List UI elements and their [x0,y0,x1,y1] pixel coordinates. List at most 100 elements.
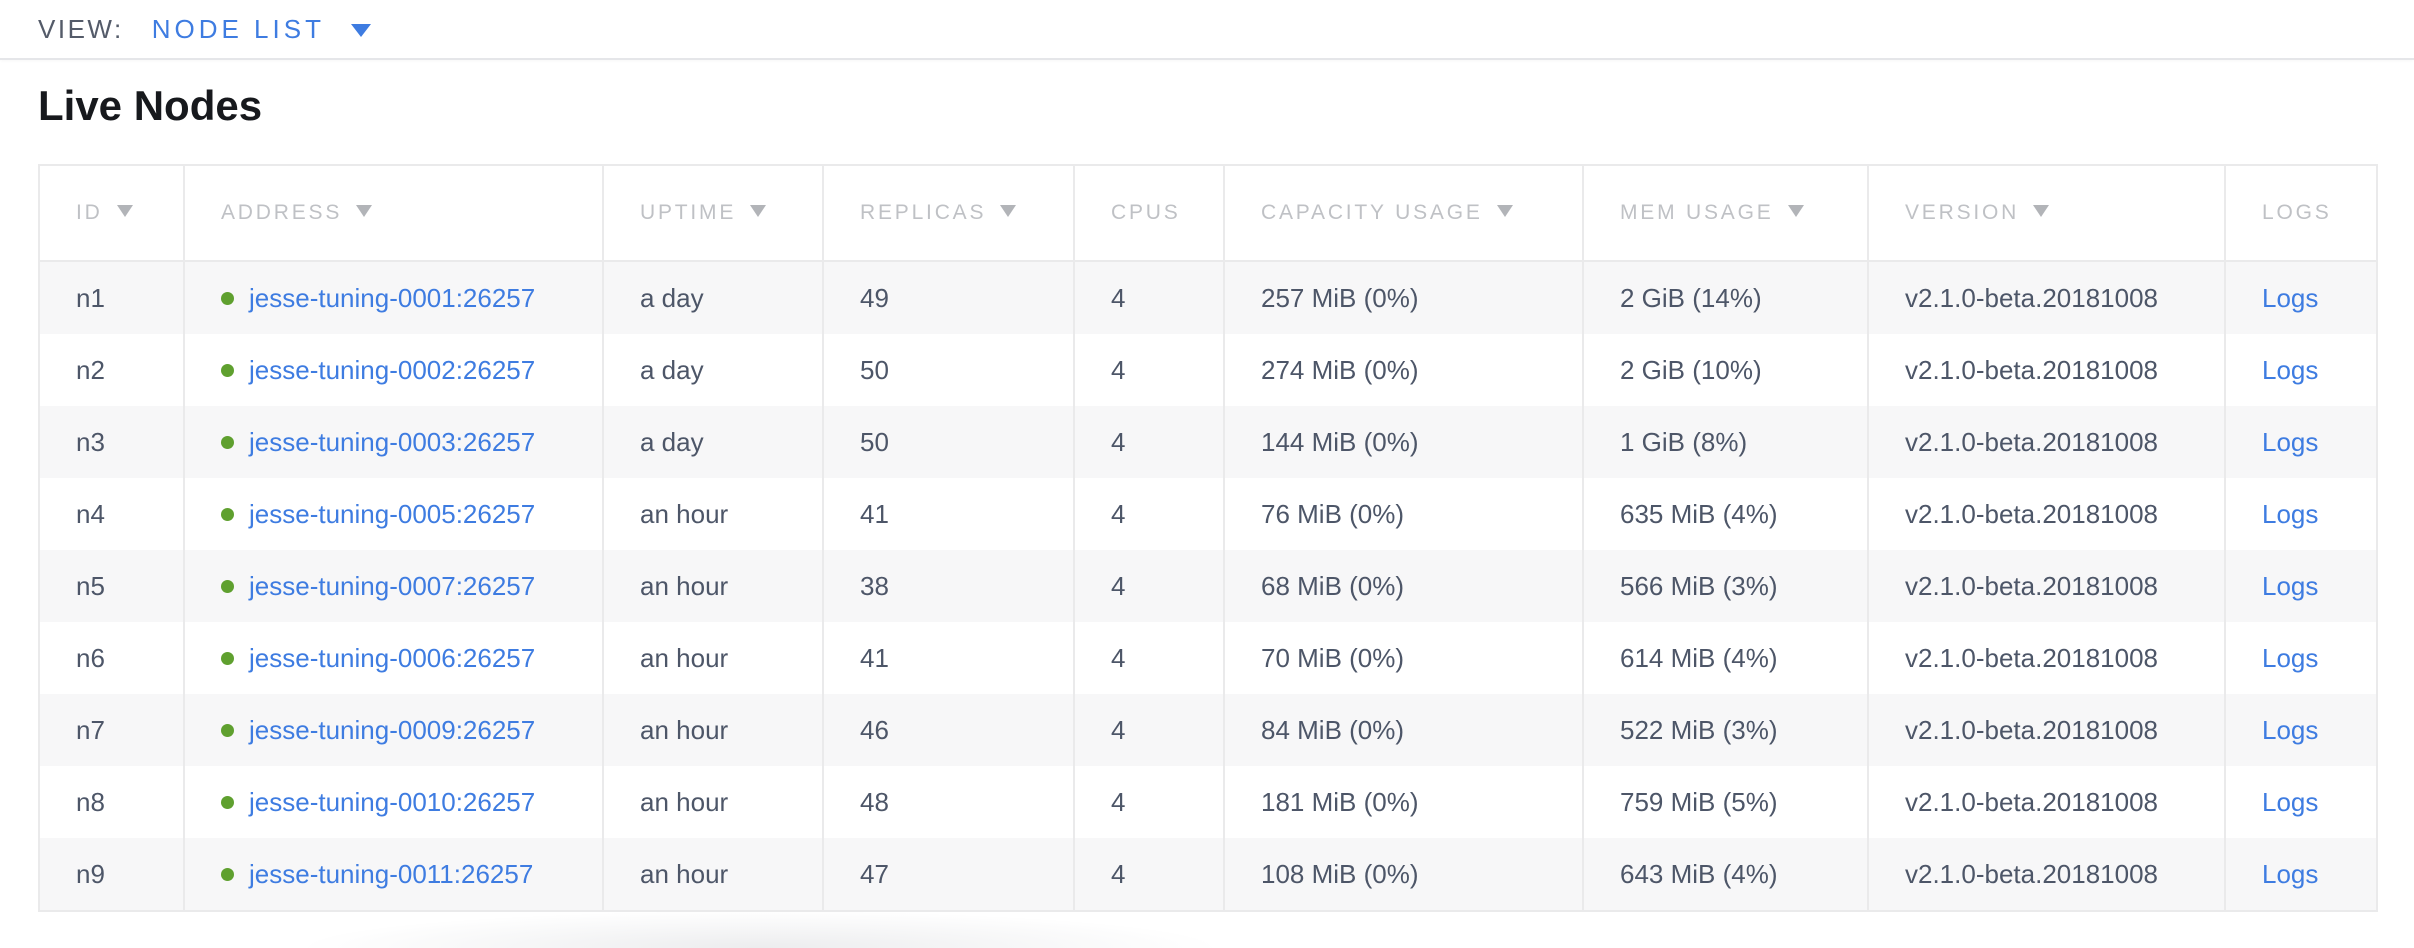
cell-address: jesse-tuning-0001:26257 [183,261,603,334]
column-header-uptime[interactable]: UPTIME [602,165,823,261]
column-header-label: REPLICAS [860,201,987,224]
table-body: n1 jesse-tuning-0001:26257 a day 49 4 257 MiB… [39,261,2377,911]
column-header-label: UPTIME [640,201,737,224]
cell-logs: Logs [2224,838,2377,911]
column-header-logs: LOGS [2224,165,2377,261]
healthy-status-icon [221,579,234,593]
table-row: n8 jesse-tuning-0010:26257 an hour 48 4 181 M… [39,766,2377,838]
cell-replicas: 38 [822,550,1074,622]
cell-mem: 614 MiB (4%) [1582,622,1868,694]
cell-mem: 759 MiB (5%) [1582,766,1868,838]
cell-replicas: 46 [822,694,1074,766]
cell-id: n2 [76,354,105,385]
node-address-link[interactable]: jesse-tuning-0003:26257 [249,426,536,457]
column-header-label: CAPACITY USAGE [1261,201,1483,224]
cell-address: jesse-tuning-0006:26257 [183,622,603,694]
node-logs-link[interactable]: Logs [2262,570,2319,601]
column-header-address[interactable]: ADDRESS [183,165,603,261]
table-row: n6 jesse-tuning-0006:26257 an hour 41 4 70 Mi… [39,622,2377,694]
sort-desc-icon [2033,205,2050,217]
healthy-status-icon [221,651,234,665]
cell-cpus: 4 [1073,478,1224,550]
cell-capacity: 274 MiB (0%) [1223,334,1583,406]
cell-replicas: 50 [822,406,1074,478]
cell-version: v2.1.0-beta.20181008 [1867,406,2225,478]
node-logs-link[interactable]: Logs [2262,642,2319,673]
node-logs-link[interactable]: Logs [2262,786,2319,817]
node-address-link[interactable]: jesse-tuning-0002:26257 [249,354,536,385]
cell-id: n8 [76,786,105,817]
cell-uptime: an hour [602,550,823,622]
node-logs-link[interactable]: Logs [2262,282,2319,313]
sort-desc-icon [116,205,133,217]
cell-logs: Logs [2224,766,2377,838]
node-address-link[interactable]: jesse-tuning-0005:26257 [249,498,536,529]
node-address-link[interactable]: jesse-tuning-0006:26257 [249,642,536,673]
column-header-version[interactable]: VERSION [1867,165,2225,261]
node-logs-link[interactable]: Logs [2262,426,2319,457]
cell-version: v2.1.0-beta.20181008 [1867,694,2225,766]
cell-mem: 2 GiB (14%) [1582,261,1868,334]
cell-id: n3 [76,426,105,457]
cell-replicas: 49 [822,261,1074,334]
cell-address: jesse-tuning-0007:26257 [183,550,603,622]
healthy-status-icon [221,795,234,809]
cell-uptime: a day [602,261,823,334]
cell-uptime: an hour [602,478,823,550]
cell-logs: Logs [2224,334,2377,406]
table-row: n9 jesse-tuning-0011:26257 an hour 47 4 108 M… [39,838,2377,911]
healthy-status-icon [221,723,234,737]
cell-address: jesse-tuning-0002:26257 [183,334,603,406]
cell-uptime: an hour [602,766,823,838]
view-selector-dropdown[interactable]: NODE LIST [152,14,371,45]
node-logs-link[interactable]: Logs [2262,858,2319,889]
cell-version: v2.1.0-beta.20181008 [1867,478,2225,550]
node-address-link[interactable]: jesse-tuning-0001:26257 [249,282,536,313]
table-row: n2 jesse-tuning-0002:26257 a day 50 4 274 MiB… [39,334,2377,406]
sort-desc-icon [1496,205,1513,217]
below-fold-shadow [0,910,2414,948]
table-row: n5 jesse-tuning-0007:26257 an hour 38 4 68 Mi… [39,550,2377,622]
healthy-status-icon [221,867,234,881]
cell-version: v2.1.0-beta.20181008 [1867,261,2225,334]
cell-cpus: 4 [1073,334,1224,406]
node-address-link[interactable]: jesse-tuning-0010:26257 [249,786,536,817]
cell-id: n5 [76,570,105,601]
cell-logs: Logs [2224,622,2377,694]
column-header-cpus: CPUS [1073,165,1224,261]
view-label: VIEW: [38,13,124,44]
healthy-status-icon [221,507,234,521]
node-logs-link[interactable]: Logs [2262,354,2319,385]
column-header-mem[interactable]: MEM USAGE [1582,165,1868,261]
table-header-row: ID ADDRESS UPTIME REPLICAS CPUS CAPACITY USAG… [39,165,2377,261]
node-logs-link[interactable]: Logs [2262,714,2319,745]
column-header-label: LOGS [2262,201,2332,224]
cell-replicas: 50 [822,334,1074,406]
cell-id: n6 [76,642,105,673]
column-header-replicas[interactable]: REPLICAS [822,165,1074,261]
node-address-link[interactable]: jesse-tuning-0011:26257 [249,858,534,889]
cell-logs: Logs [2224,261,2377,334]
cell-version: v2.1.0-beta.20181008 [1867,766,2225,838]
cell-mem: 566 MiB (3%) [1582,550,1868,622]
cell-address: jesse-tuning-0009:26257 [183,694,603,766]
cell-id: n4 [76,498,105,529]
node-address-link[interactable]: jesse-tuning-0009:26257 [249,714,536,745]
cell-capacity: 257 MiB (0%) [1223,261,1583,334]
node-address-link[interactable]: jesse-tuning-0007:26257 [249,570,536,601]
node-logs-link[interactable]: Logs [2262,498,2319,529]
cell-uptime: a day [602,334,823,406]
column-header-capacity[interactable]: CAPACITY USAGE [1223,165,1583,261]
column-header-id[interactable]: ID [39,165,184,261]
cell-id: n7 [76,714,105,745]
cell-mem: 1 GiB (8%) [1582,406,1868,478]
sort-desc-icon [1000,205,1017,217]
cell-cpus: 4 [1073,838,1224,911]
cell-uptime: an hour [602,694,823,766]
live-nodes-table: ID ADDRESS UPTIME REPLICAS CPUS CAPACITY USAG… [38,164,2378,912]
cell-mem: 2 GiB (10%) [1582,334,1868,406]
cell-version: v2.1.0-beta.20181008 [1867,838,2225,911]
cell-cpus: 4 [1073,694,1224,766]
view-selected-value: NODE LIST [151,13,325,44]
view-bar: VIEW: NODE LIST [0,0,2414,60]
